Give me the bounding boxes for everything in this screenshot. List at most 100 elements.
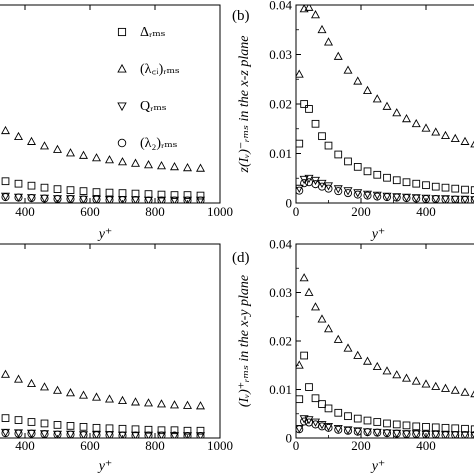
point-circle [460, 431, 470, 438]
point-circle [14, 193, 23, 202]
point-square [79, 187, 88, 195]
point-triangle-up [411, 376, 421, 385]
point-square [144, 425, 153, 434]
point-circle [441, 195, 450, 203]
data-points [296, 273, 474, 438]
point-square [40, 183, 49, 192]
point-circle [451, 195, 460, 203]
point-triangle-down [470, 196, 474, 203]
point-circle [27, 429, 36, 438]
point-square [157, 190, 166, 199]
point-triangle-up [182, 163, 193, 172]
x-tick-label: 400 [15, 204, 35, 219]
point-circle [53, 195, 62, 203]
y-axis-label: (Iᵥ)⁺ᵣₘₛ in the x-y plane [237, 275, 252, 407]
point-square [402, 421, 411, 430]
point-triangle-down [353, 189, 363, 198]
point-square [318, 400, 326, 408]
point-triangle-up [130, 397, 141, 406]
point-triangle-up [143, 160, 154, 169]
point-square [170, 191, 179, 199]
point-triangle-down [333, 424, 343, 434]
point-square [170, 426, 179, 435]
point-circle [14, 429, 23, 438]
x-tick-label: 600 [80, 204, 100, 219]
point-triangle-up [117, 395, 128, 404]
point-square [470, 186, 474, 194]
x-tick-label: 0 [293, 204, 300, 219]
point-circle [324, 184, 333, 193]
x-tick-label: 1000 [207, 438, 233, 453]
x-axis-label: y⁺ [370, 227, 386, 242]
point-circle [300, 179, 309, 188]
point-circle [131, 431, 140, 438]
point-square [324, 404, 333, 413]
point-circle [373, 192, 382, 201]
point-square [392, 420, 401, 429]
point-triangle-up [362, 85, 373, 94]
point-circle [105, 431, 114, 438]
point-square [334, 150, 343, 159]
point-circle [412, 194, 421, 203]
point-square [412, 422, 421, 431]
point-circle [421, 195, 431, 203]
point-circle [79, 431, 88, 438]
panel-label: (d) [232, 250, 250, 266]
point-triangle-up [65, 388, 76, 397]
point-triangle-down [169, 432, 180, 438]
point-square [66, 186, 75, 194]
point-triangle-up [91, 153, 102, 162]
point-square [441, 183, 450, 192]
point-circle [363, 191, 372, 200]
point-square [353, 163, 362, 171]
point-triangle-up [304, 5, 314, 11]
point-triangle-up [470, 140, 474, 148]
point-square [92, 188, 101, 196]
point-square [14, 179, 23, 188]
point-triangle-up [450, 385, 460, 394]
legend-marker-triangle-up [117, 63, 127, 73]
point-circle [40, 194, 49, 203]
point-circle [412, 430, 421, 438]
legend: Δᵣₘₛ (λ꜀ᵢ)ᵣₘₛ Qᵣₘₛ (λ₂)ᵣₘₛ [117, 25, 180, 151]
point-square [311, 119, 320, 128]
point-square [144, 190, 153, 198]
point-circle [431, 195, 440, 203]
point-square [305, 105, 313, 113]
point-triangle-up [317, 314, 327, 323]
legend-label: (λ₂)ᵣₘₛ [140, 136, 178, 151]
x-axis-label: y⁺ [97, 459, 113, 474]
point-triangle-up [195, 401, 206, 410]
point-triangle-up [26, 378, 37, 388]
point-square [311, 394, 320, 403]
point-circle [382, 429, 392, 438]
point-square [53, 421, 62, 429]
point-square [344, 412, 352, 421]
point-square [324, 141, 333, 150]
point-triangle-up [440, 383, 451, 392]
point-triangle-up [401, 373, 412, 382]
point-circle [118, 196, 127, 203]
point-triangle-up [26, 136, 37, 145]
point-triangle-up [392, 108, 402, 117]
point-square [402, 178, 411, 187]
point-square [441, 423, 450, 432]
point-circle [363, 428, 372, 437]
x-tick-label: 600 [80, 438, 100, 453]
point-square [383, 173, 391, 182]
point-square [353, 414, 362, 423]
point-circle [40, 430, 49, 438]
legend-marker-circle [117, 138, 127, 148]
y-tick-label: 0 [286, 196, 293, 211]
point-triangle-down [296, 184, 304, 193]
x-axis-label: y⁺ [97, 227, 113, 242]
point-triangle-up [372, 94, 382, 103]
y-tick-label: 0.03 [269, 47, 292, 62]
point-square [92, 423, 101, 432]
point-circle [311, 420, 320, 429]
point-triangle-up [52, 144, 63, 153]
y-tick-label: 0.02 [269, 97, 292, 112]
point-triangle-up [431, 381, 441, 390]
point-triangle-up [0, 369, 11, 378]
point-triangle-up [299, 273, 309, 282]
